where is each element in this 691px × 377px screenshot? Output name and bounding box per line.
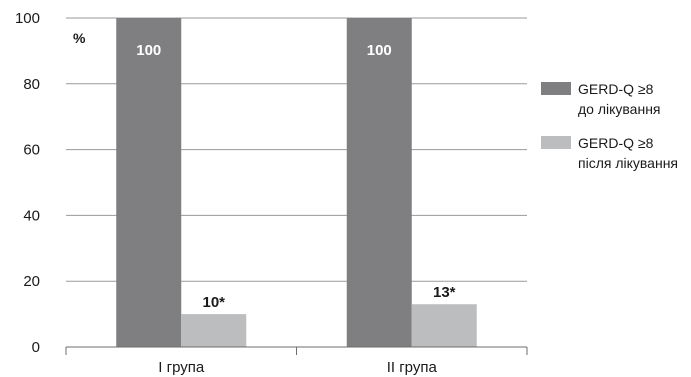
bar	[411, 304, 477, 347]
x-category-label: ІІ група	[387, 359, 438, 376]
y-tick-label: 100	[15, 10, 40, 27]
bar	[116, 18, 182, 347]
legend-label-line1: GERD-Q ≥8	[578, 81, 654, 97]
y-tick-label: 60	[23, 142, 40, 159]
legend-swatch-after	[541, 136, 571, 149]
legend-item-after-treatment: GERD-Q ≥8 після лікування	[541, 133, 691, 173]
y-tick-label: 40	[23, 207, 40, 224]
legend-swatch-before	[541, 82, 571, 95]
data-label: 13*	[433, 284, 456, 301]
data-label: 100	[367, 42, 392, 59]
legend-item-before-treatment: GERD-Q ≥8 до лікування	[541, 79, 691, 119]
data-label: 10*	[202, 294, 225, 311]
bar	[346, 18, 412, 347]
legend-label-line2: після лікування	[578, 155, 679, 171]
x-category-label: І група	[158, 359, 205, 376]
y-tick-label: 0	[32, 339, 40, 356]
bars	[116, 18, 477, 347]
legend-label-line1: GERD-Q ≥8	[578, 135, 654, 151]
x-axis: І група ІІ група	[65, 346, 528, 376]
y-axis-unit-label: %	[73, 30, 86, 46]
bar	[181, 314, 247, 347]
y-tick-label: 20	[23, 273, 40, 290]
legend-label-line2: до лікування	[578, 101, 661, 117]
y-tick-label: 80	[23, 76, 40, 93]
y-axis-ticks: 0 20 40 60 80 100	[15, 10, 40, 356]
legend: GERD-Q ≥8 до лікування GERD-Q ≥8 після л…	[541, 79, 691, 187]
data-label: 100	[136, 42, 161, 59]
data-labels: 100 10* 100 13*	[136, 42, 455, 311]
